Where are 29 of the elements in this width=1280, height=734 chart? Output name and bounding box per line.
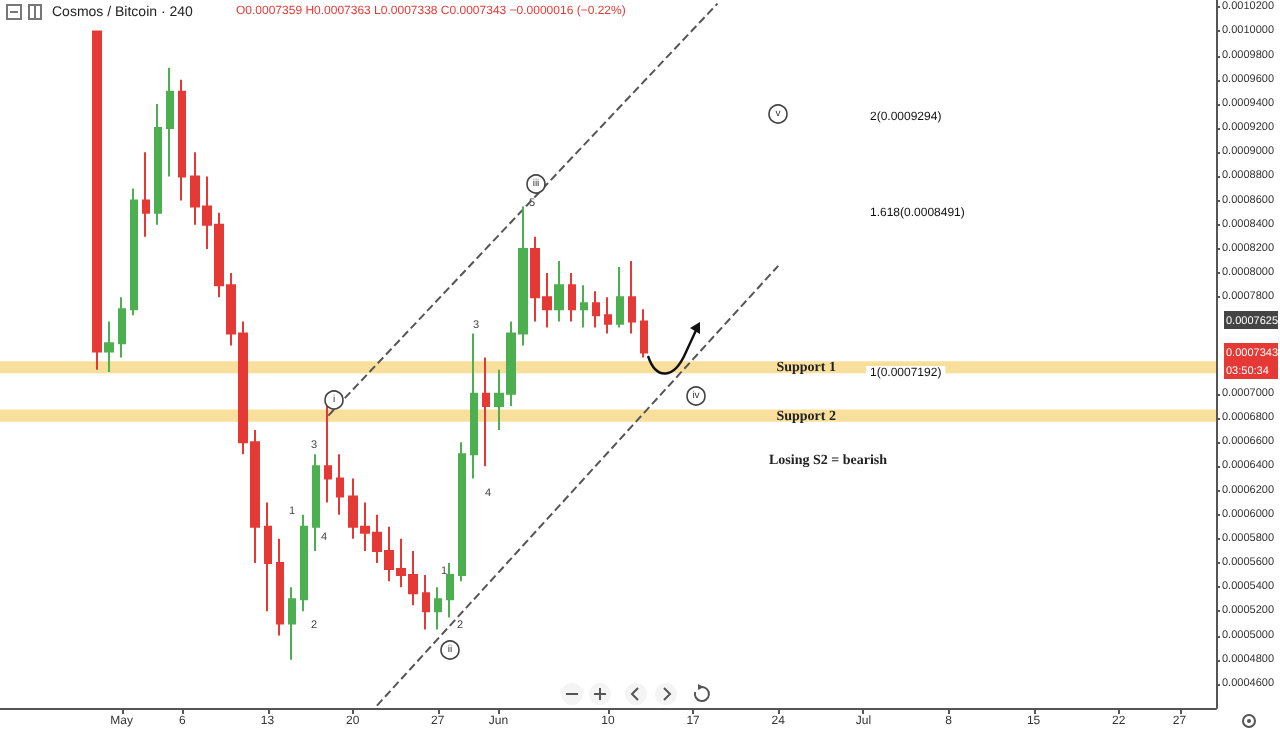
candlestick [568, 272, 576, 323]
candlestick [142, 151, 150, 238]
candlestick [458, 441, 466, 583]
candlestick [312, 453, 320, 552]
candlestick [482, 356, 490, 468]
candlestick [336, 453, 344, 516]
candlestick [628, 259, 636, 335]
candlestick [434, 586, 442, 631]
candlestick [288, 586, 296, 661]
candlestick [264, 501, 272, 613]
candlestick [154, 102, 162, 226]
candlestick [104, 320, 114, 374]
candlestick [324, 404, 332, 504]
candlestick [276, 537, 284, 637]
candlestick [470, 332, 478, 480]
candlestick [130, 187, 138, 317]
candlestick [166, 66, 174, 178]
candlestick [446, 562, 454, 619]
candlestick [422, 574, 430, 631]
candlestick [300, 513, 308, 613]
candlestick [118, 296, 126, 359]
candlestick [178, 78, 186, 202]
candlestick [592, 290, 600, 329]
candlestick [640, 308, 648, 359]
candlestick [616, 266, 624, 329]
candlestick [92, 30, 102, 371]
candlestick [604, 296, 612, 335]
candlestick [554, 259, 564, 323]
candlestick [580, 284, 588, 329]
